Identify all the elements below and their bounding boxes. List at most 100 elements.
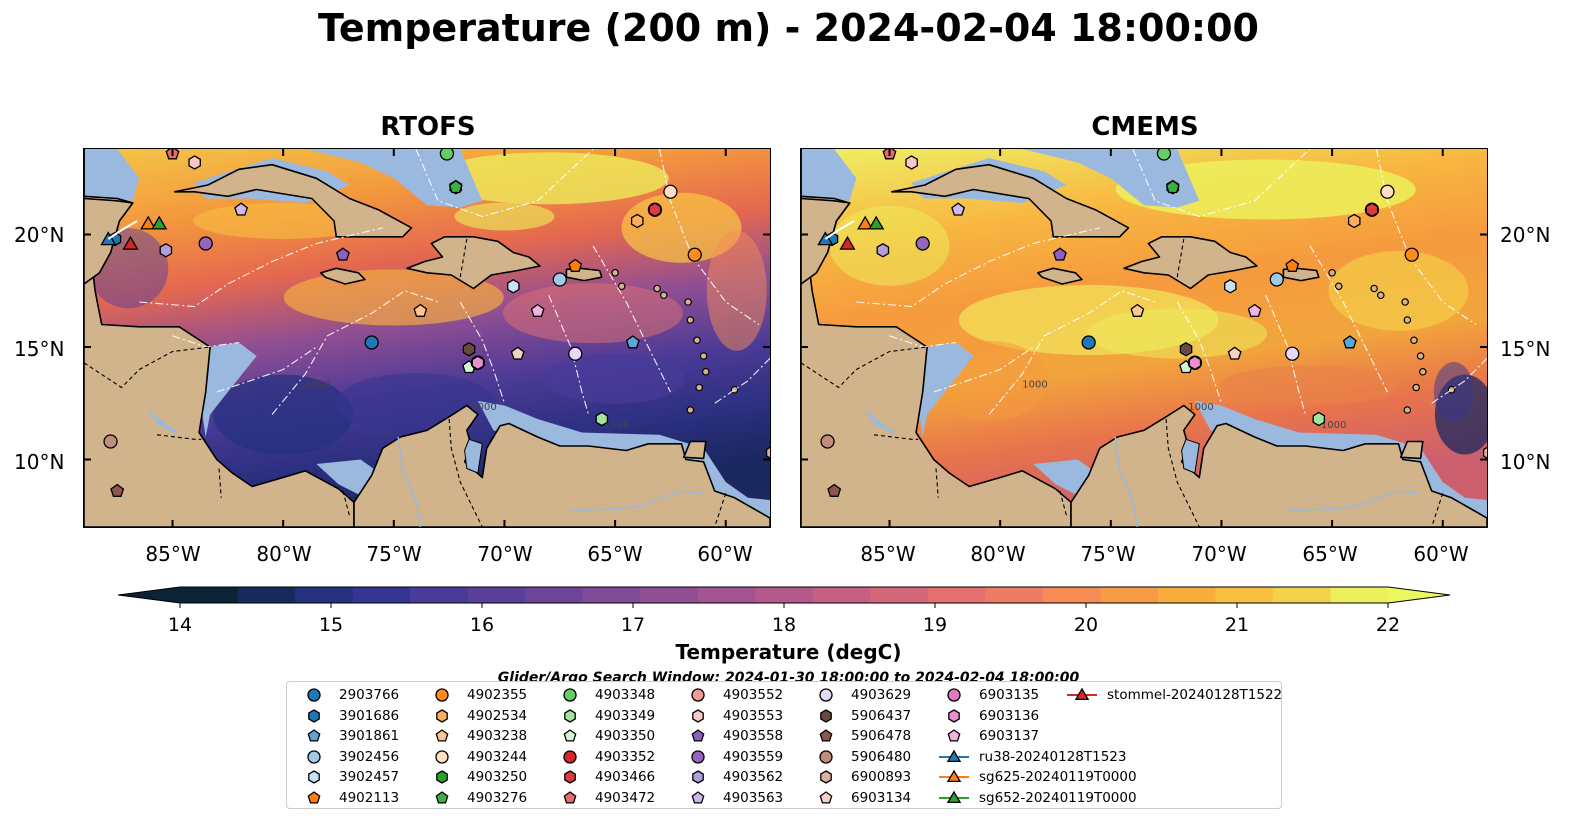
float-5906480[interactable]: [103, 434, 118, 449]
legend-item-4903352: 4903352: [553, 747, 655, 767]
hexagon-marker-icon: [436, 708, 448, 723]
float-3901861[interactable]: [1342, 335, 1357, 349]
float-4903349[interactable]: [1312, 411, 1326, 427]
float-4902355[interactable]: [687, 247, 702, 262]
float-6903137[interactable]: [530, 303, 545, 317]
circle-marker-icon: [691, 688, 705, 702]
float-4903276[interactable]: [448, 179, 463, 194]
legend-label: 6903134: [851, 790, 912, 806]
float-4903629[interactable]: [1285, 346, 1300, 361]
pentagon-marker-icon: [819, 729, 833, 742]
float-4903348[interactable]: [1156, 149, 1172, 161]
legend-item-ru38-20240128T1523: ru38-20240128T1523: [937, 747, 1126, 767]
float-4903349[interactable]: [595, 411, 609, 427]
pentagon-marker-icon: [307, 791, 321, 804]
float-4903553[interactable]: [905, 155, 918, 170]
glider-sg625-20240119T0000[interactable]: [857, 215, 874, 230]
glider-stommel-20240128T1522[interactable]: [122, 235, 139, 250]
legend-item-4903553: 4903553: [681, 706, 783, 726]
circle-marker-icon: [947, 688, 961, 702]
float-4903466[interactable]: [1365, 202, 1379, 217]
colorbar-tick-14: 14: [167, 614, 193, 636]
legend-label: 3901861: [339, 728, 400, 745]
figure-title: Temperature (200 m) - 2024-02-04 18:00:0…: [317, 6, 1259, 50]
float-4903238[interactable]: [1130, 303, 1145, 317]
float-4903276[interactable]: [1165, 179, 1180, 194]
float-6900893[interactable]: [1482, 446, 1487, 459]
legend-label: 6903136: [979, 707, 1040, 724]
pentagon-marker-icon: [947, 729, 961, 742]
float-5906478[interactable]: [827, 483, 842, 497]
legend-label: 4903238: [467, 728, 528, 745]
float-4903562[interactable]: [876, 243, 890, 258]
float-3902457[interactable]: [507, 279, 520, 294]
float-4903238[interactable]: [413, 303, 428, 317]
isobath-label: 1000: [471, 402, 496, 413]
float-6903136[interactable]: [471, 355, 485, 371]
float-6903137[interactable]: [1247, 303, 1262, 317]
glider-stommel-20240128T1522[interactable]: [839, 235, 856, 250]
float-4903558[interactable]: [335, 247, 350, 261]
float-5906437[interactable]: [462, 342, 476, 357]
float-3902456[interactable]: [552, 272, 567, 287]
panel-title-rtofs: RTOFS: [380, 112, 476, 142]
float-6903136[interactable]: [1188, 355, 1202, 371]
float-4903563[interactable]: [234, 202, 249, 216]
float-4903466[interactable]: [648, 202, 662, 217]
float-4902113[interactable]: [1285, 258, 1300, 272]
float-6903134[interactable]: [1227, 346, 1242, 360]
legend-item-4903562: 4903562: [681, 767, 783, 787]
legend-item-4903350: 4903350: [553, 726, 655, 746]
float-4903348[interactable]: [439, 149, 455, 161]
float-3901861[interactable]: [625, 335, 640, 349]
float-4903558[interactable]: [1052, 247, 1067, 261]
legend-item-4903563: 4903563: [681, 788, 783, 808]
legend-label: ru38-20240128T1523: [979, 748, 1127, 765]
cmems-map[interactable]: 1000 1000 1000: [800, 148, 1488, 528]
float-5906437[interactable]: [1179, 342, 1193, 357]
float-4902355[interactable]: [1404, 247, 1419, 262]
float-4903563[interactable]: [951, 202, 966, 216]
float-3902456[interactable]: [1269, 272, 1284, 287]
legend-item-4903348: 4903348: [553, 685, 655, 705]
legend-item-6900893: 6900893: [809, 767, 911, 787]
pentagon-marker-icon: [563, 791, 577, 804]
float-6900893[interactable]: [765, 446, 770, 459]
float-2903766[interactable]: [1081, 335, 1096, 350]
colorbar-extend-low: [118, 587, 180, 603]
float-4903244[interactable]: [1380, 184, 1395, 199]
float-5906478[interactable]: [110, 483, 125, 497]
float-4903559[interactable]: [198, 236, 213, 251]
triangle-marker-icon: [1067, 687, 1097, 701]
glider-sg652-20240119T0000[interactable]: [151, 215, 168, 230]
float-4903629[interactable]: [568, 346, 583, 361]
legend-label: 4903553: [723, 707, 784, 724]
colorbar-tick-17: 17: [620, 614, 646, 636]
float-4903553[interactable]: [188, 155, 201, 170]
colorbar-segment: [1042, 587, 1101, 603]
colorbar-tick-20: 20: [1073, 614, 1099, 636]
float-4902113[interactable]: [568, 258, 583, 272]
glider-sg652-20240119T0000[interactable]: [868, 215, 885, 230]
rtofs-map[interactable]: 1000 1000 1000: [83, 148, 771, 528]
panel-title-cmems: CMEMS: [1091, 112, 1199, 142]
float-4903559[interactable]: [915, 236, 930, 251]
float-5906480[interactable]: [820, 434, 835, 449]
float-4903562[interactable]: [159, 243, 173, 258]
glider-sg625-20240119T0000[interactable]: [140, 215, 157, 230]
colorbar-segment: [410, 587, 469, 603]
legend-item-4903629: 4903629: [809, 685, 911, 705]
float-4902534[interactable]: [1347, 213, 1361, 229]
legend-label: 4903276: [467, 790, 528, 806]
legend-item-4902534: 4902534: [425, 706, 527, 726]
float-2903766[interactable]: [364, 335, 379, 350]
float-4903244[interactable]: [663, 184, 678, 199]
circle-marker-icon: [819, 688, 833, 702]
float-6903134[interactable]: [510, 346, 525, 360]
colorbar-segment: [295, 587, 354, 603]
legend-item-4903559: 4903559: [681, 747, 783, 767]
legend-item-5906478: 5906478: [809, 726, 911, 746]
float-3902457[interactable]: [1224, 279, 1237, 294]
float-4902534[interactable]: [630, 213, 644, 229]
isobath-label: 1000: [1321, 420, 1346, 431]
